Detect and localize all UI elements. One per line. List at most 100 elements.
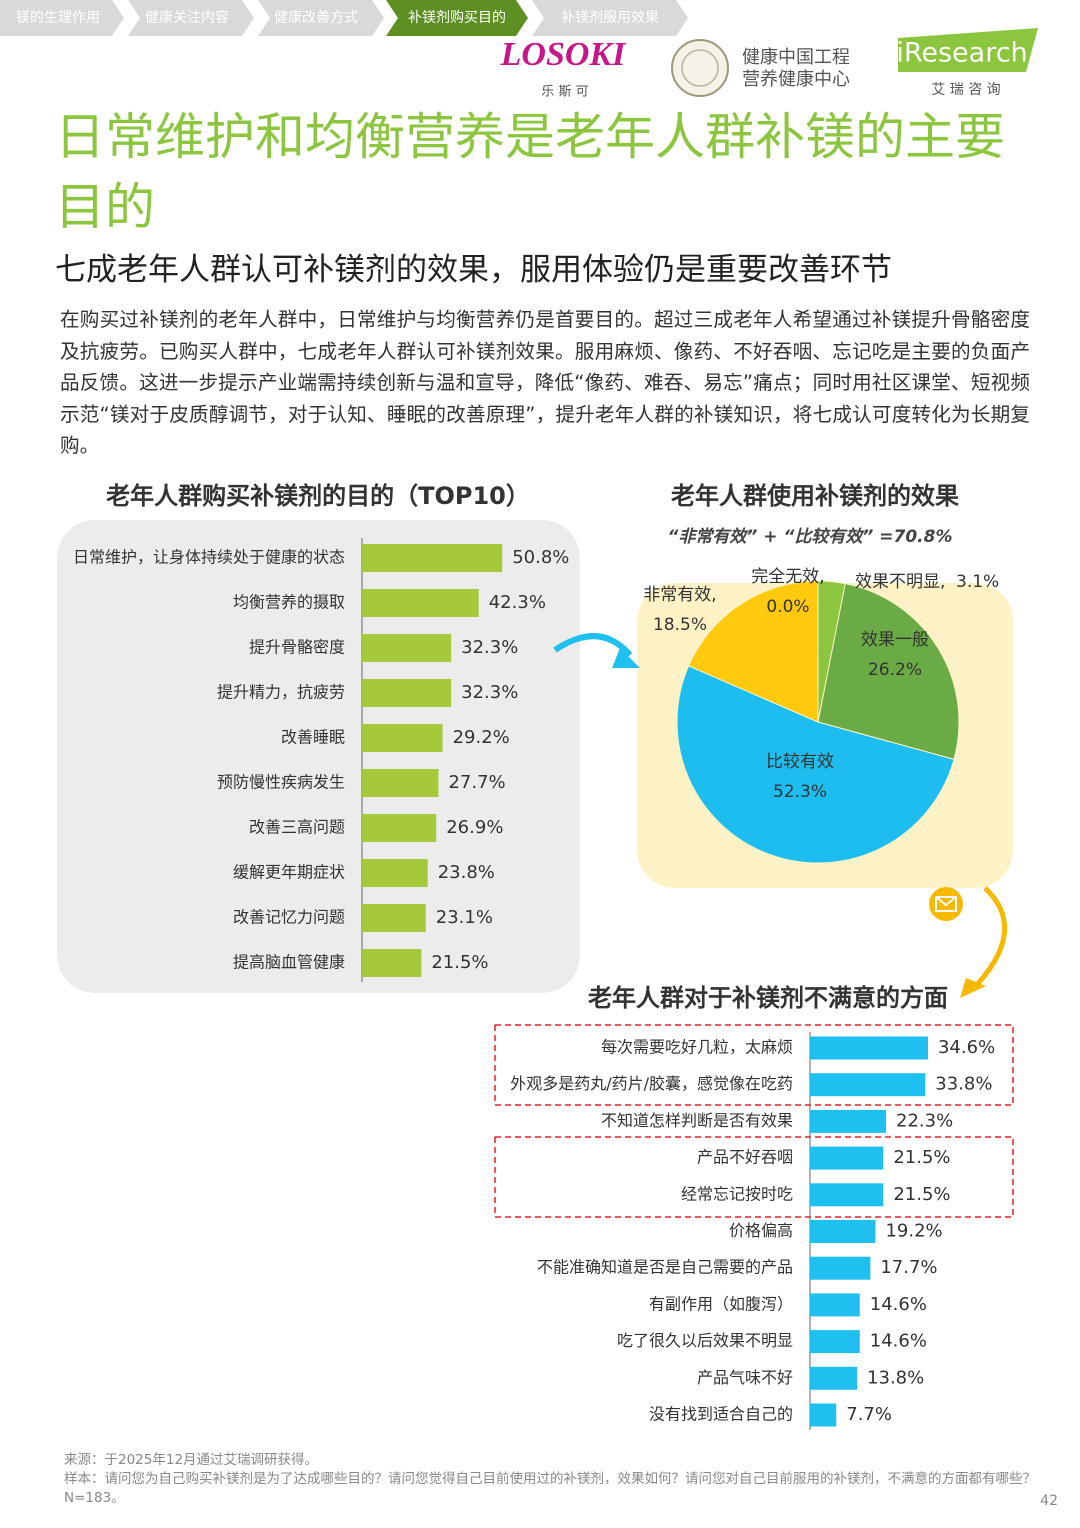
bar xyxy=(362,814,437,842)
category-label: 外观多是药丸/药片/胶囊，感觉像在吃药 xyxy=(510,1074,793,1093)
bar xyxy=(362,544,503,572)
nav-tab xyxy=(532,0,688,36)
value-label: 22.3% xyxy=(896,1110,953,1131)
nav-label: 镁的生理作用 xyxy=(16,10,100,26)
category-label: 改善三高问题 xyxy=(249,818,345,837)
bar xyxy=(810,1256,871,1280)
logo-iresearch: iResearch xyxy=(896,38,1027,69)
arrow-head xyxy=(960,978,986,998)
nav-label: 健康改善方式 xyxy=(274,9,358,26)
bar xyxy=(362,859,428,887)
category-label: 不能准确知道是否是自己需要的产品 xyxy=(537,1258,793,1277)
category-label: 提高脑血管健康 xyxy=(233,953,345,972)
logo-seal xyxy=(671,39,729,97)
slice-value: 3.1% xyxy=(956,572,999,592)
value-label: 42.3% xyxy=(489,592,546,613)
mail-icon-envelope xyxy=(935,896,957,912)
category-label: 吃了很久以后效果不明显 xyxy=(617,1331,793,1350)
value-label: 32.3% xyxy=(461,637,518,658)
value-label: 34.6% xyxy=(938,1037,995,1058)
bar xyxy=(810,1293,860,1317)
bar xyxy=(362,724,443,752)
slice-value: 18.5% xyxy=(653,615,707,635)
value-label: 33.8% xyxy=(935,1074,992,1095)
value-label: 17.7% xyxy=(880,1257,937,1278)
category-label: 不知道怎样判断是否有效果 xyxy=(601,1111,793,1130)
value-label: 14.6% xyxy=(870,1331,927,1352)
body-text: 在购买过补镁剂的老年人群中，日常维护与均衡营养仍是首要目的。超过三成老年人希望通… xyxy=(60,308,1030,457)
category-label: 改善睡眠 xyxy=(281,728,345,747)
category-label: 改善记忆力问题 xyxy=(233,908,345,927)
category-label: 日常维护，让身体持续处于健康的状态 xyxy=(73,548,345,567)
category-label: 有副作用（如腹泻） xyxy=(649,1294,793,1313)
slice-label: 非常有效, xyxy=(643,585,716,605)
category-label: 没有找到适合自己的 xyxy=(649,1405,793,1424)
category-label: 产品不好吞咽 xyxy=(697,1148,793,1167)
bar xyxy=(810,1146,884,1170)
value-label: 23.1% xyxy=(436,907,493,928)
value-label: 29.2% xyxy=(453,727,510,748)
arrow-head xyxy=(612,648,640,668)
nav-tab xyxy=(258,0,384,36)
category-label: 提升骨骼密度 xyxy=(249,638,345,657)
bar xyxy=(362,634,452,662)
source: 来源：于2025年12月通过艾瑞调研获得。 xyxy=(64,1452,319,1468)
value-label: 23.8% xyxy=(438,862,495,883)
mail-icon-flap xyxy=(935,896,957,907)
category-label: 提升精力，抗疲劳 xyxy=(217,683,345,702)
value-label: 21.5% xyxy=(431,952,488,973)
chart-title: 老年人群使用补镁剂的效果 xyxy=(671,482,959,510)
logo-center-text: 健康中国工程 xyxy=(742,47,850,68)
value-label: 27.7% xyxy=(448,772,505,793)
bar xyxy=(810,1330,860,1354)
pie-slice xyxy=(676,665,955,864)
logo-center-text: 营养健康中心 xyxy=(742,69,850,90)
bar xyxy=(810,1109,887,1133)
logo-losoki-cn: 乐 斯 可 xyxy=(541,85,588,100)
chart-title: 老年人群对于补镁剂不满意的方面 xyxy=(588,984,948,1012)
value-label: 32.3% xyxy=(461,682,518,703)
value-label: 21.5% xyxy=(893,1184,950,1205)
arrow xyxy=(553,633,633,658)
nav-tab xyxy=(0,0,124,36)
value-label: 13.8% xyxy=(867,1367,924,1388)
arrow xyxy=(970,886,1008,992)
slice-label: 效果一般 xyxy=(861,630,929,650)
nav-tab xyxy=(128,0,254,36)
bar xyxy=(362,589,479,617)
bar xyxy=(362,949,422,977)
value-label: 14.6% xyxy=(870,1294,927,1315)
slice-value: 0.0% xyxy=(766,597,809,617)
value-label: 21.5% xyxy=(893,1147,950,1168)
logo-iresearch-bg xyxy=(898,28,1038,72)
logo-losoki: LOSOKI xyxy=(500,36,627,73)
nav-label: 补镁剂服用效果 xyxy=(561,10,659,26)
value-label: 26.9% xyxy=(446,817,503,838)
chart-title: 老年人群购买补镁剂的目的（TOP10） xyxy=(106,482,530,510)
nav-label: 健康关注内容 xyxy=(145,9,229,26)
slice-label: 完全无效, xyxy=(751,567,824,587)
category-label: 产品气味不好 xyxy=(697,1368,793,1387)
nav: 镁的生理作用 健康关注内容 健康改善方式 补镁剂购买目的 补镁剂服用效果 xyxy=(0,0,688,36)
highlight-box xyxy=(494,1136,1014,1218)
value-label: 7.7% xyxy=(846,1404,892,1425)
bar xyxy=(362,769,439,797)
bar xyxy=(810,1036,928,1060)
category-label: 价格偏高 xyxy=(729,1221,793,1240)
highlight-box xyxy=(494,1024,1014,1106)
nav-tab-active xyxy=(386,0,528,36)
bar xyxy=(810,1183,884,1207)
chart-annotation: “非常有效” + “比较有效” =70.8% xyxy=(667,527,952,547)
logo-iresearch-cn: 艾 瑞 咨 询 xyxy=(931,82,1000,98)
category-label: 每次需要吃好几粒，太麻烦 xyxy=(601,1038,793,1057)
bar xyxy=(362,679,452,707)
category-label: 预防慢性疾病发生 xyxy=(217,773,345,792)
category-label: 缓解更年期症状 xyxy=(233,863,345,882)
bar xyxy=(810,1403,837,1427)
slice-label: 效果不明显, xyxy=(855,572,945,592)
bar xyxy=(362,904,426,932)
bar xyxy=(810,1220,876,1243)
logo-seal-ring xyxy=(681,49,719,87)
